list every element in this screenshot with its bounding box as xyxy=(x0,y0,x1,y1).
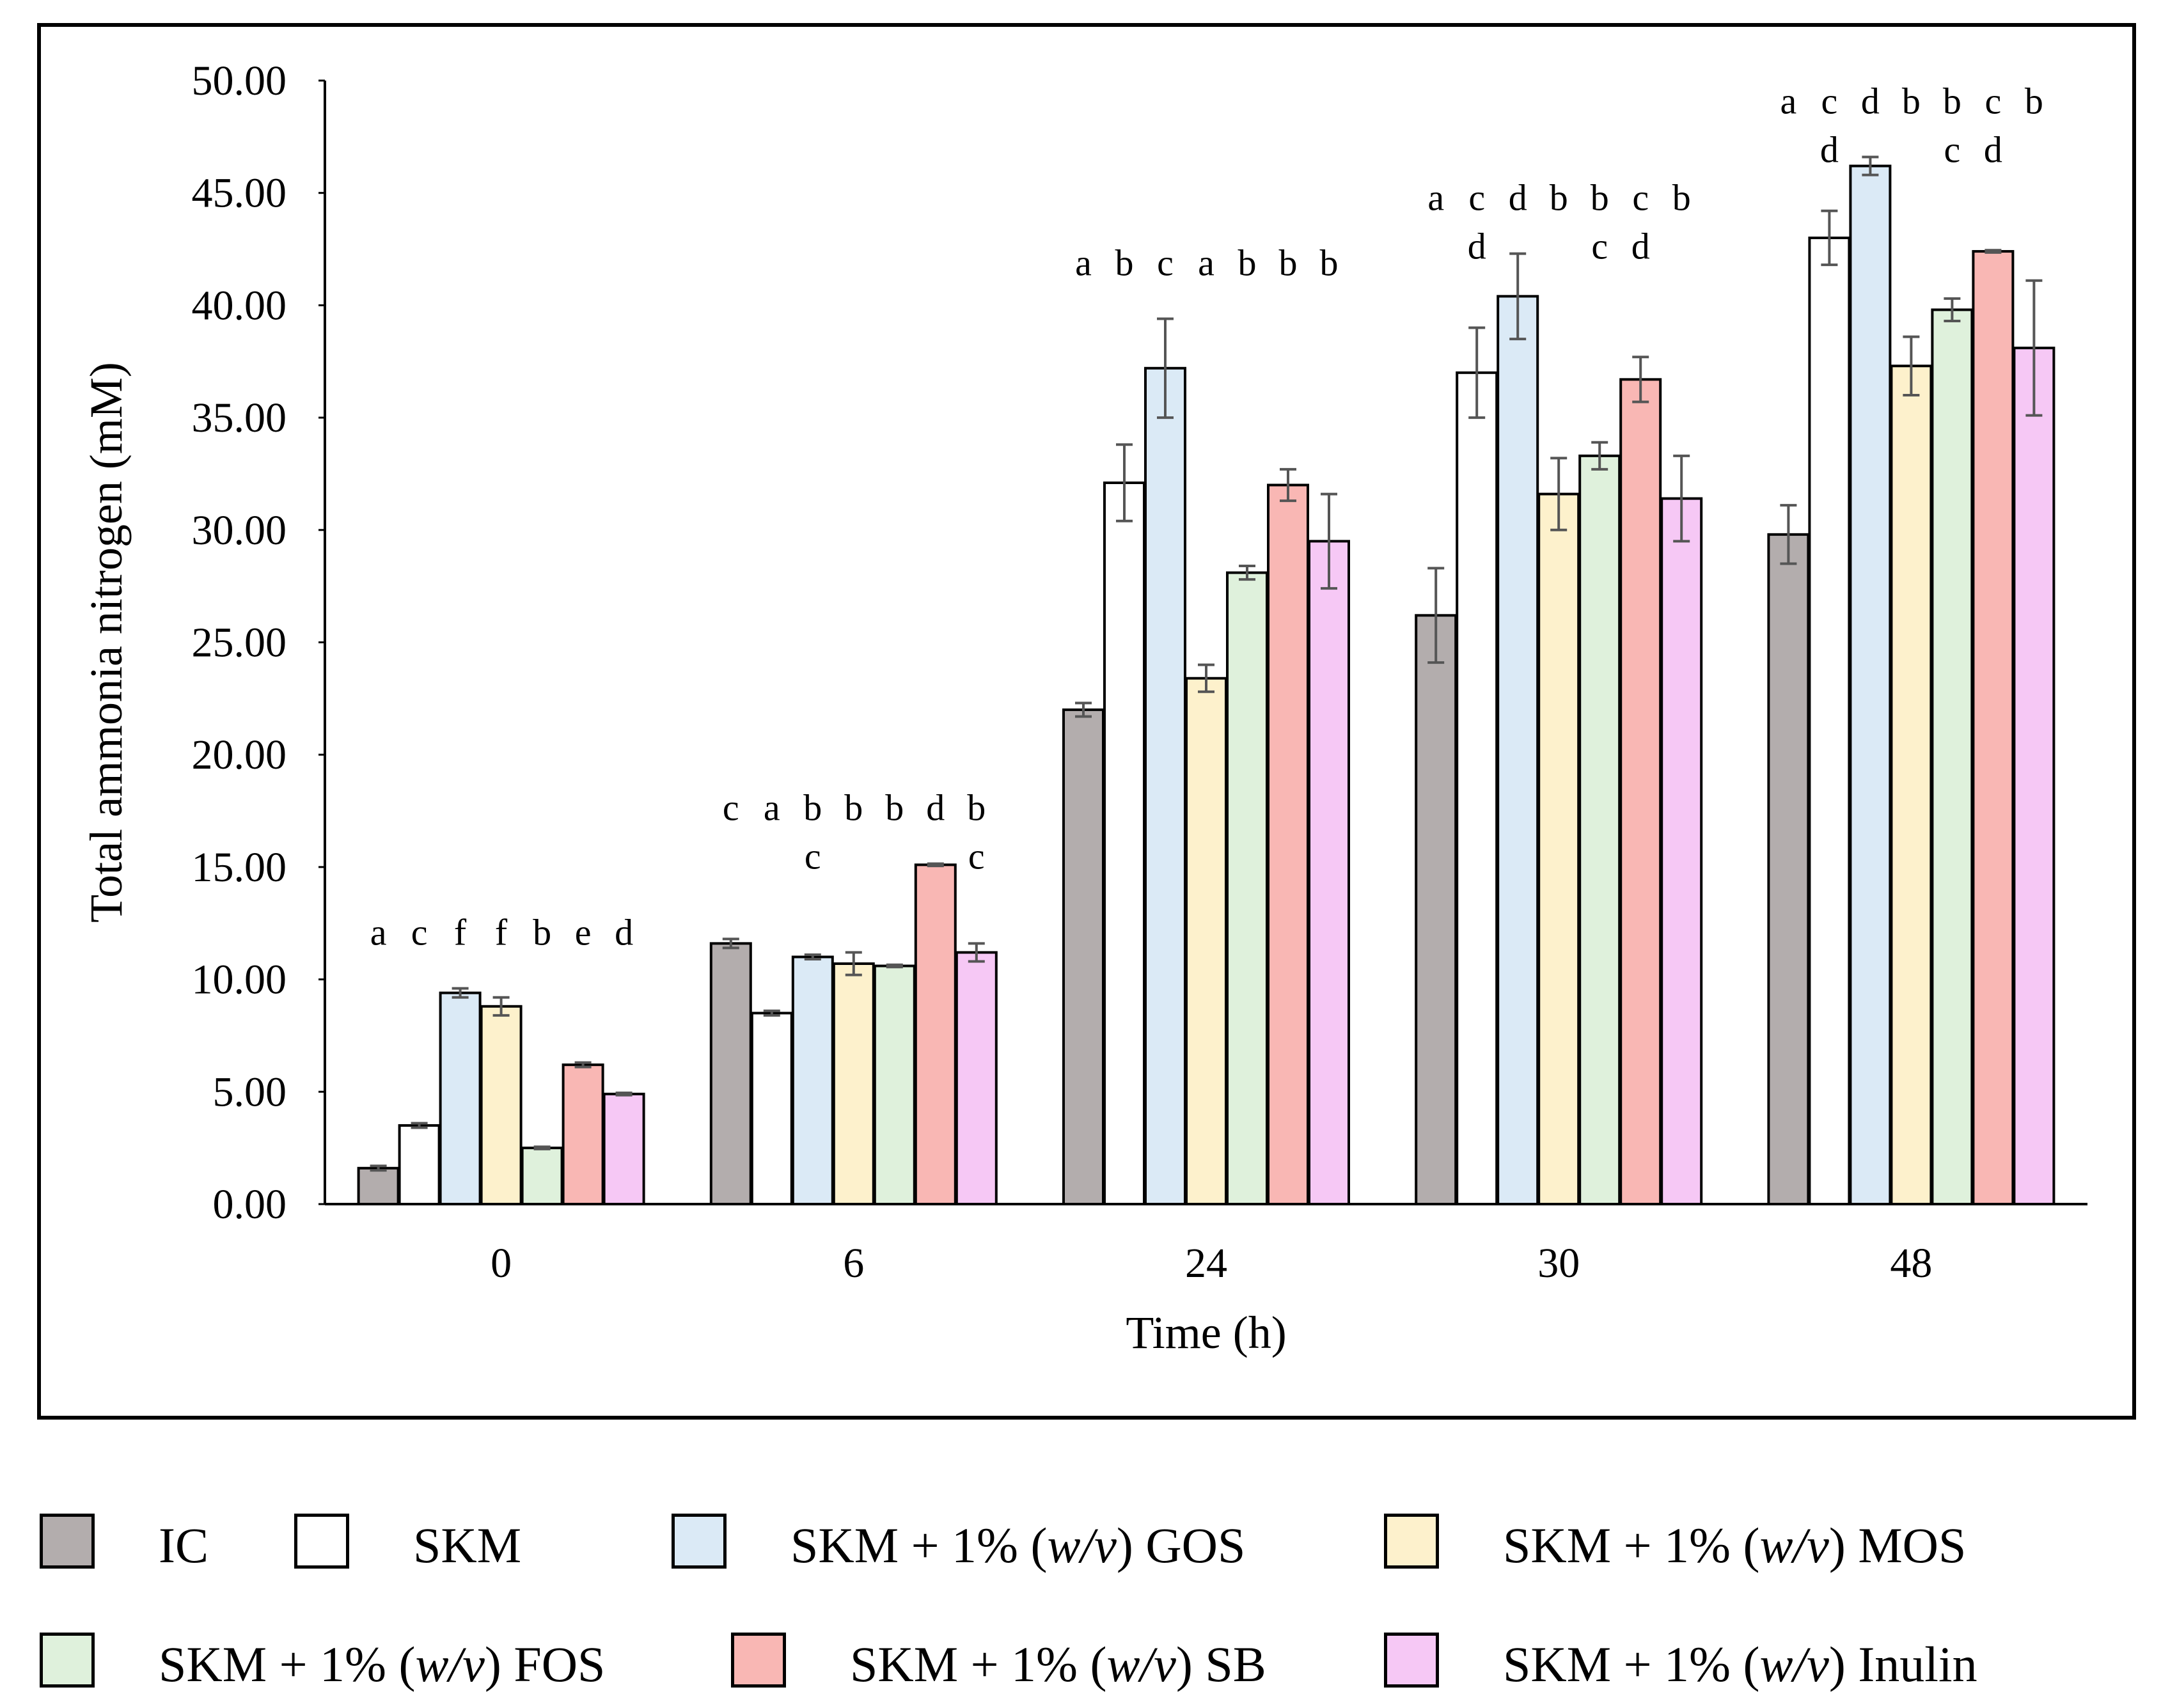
bar xyxy=(1267,483,1309,1205)
significance-letter: d xyxy=(615,912,633,953)
significance-letter: d xyxy=(1820,129,1839,170)
bar xyxy=(562,1063,604,1205)
y-tick-label: 10.00 xyxy=(192,957,287,1003)
significance-letter: d xyxy=(1984,129,2002,170)
significance-letter: d xyxy=(1631,226,1650,267)
significance-letter: d xyxy=(926,787,945,829)
significance-letter: c xyxy=(1821,80,1838,121)
significance-letter: b xyxy=(1902,80,1921,121)
y-tick-label: 45.00 xyxy=(192,170,287,217)
bar xyxy=(1849,164,1892,1206)
significance-letter: b xyxy=(803,787,822,829)
bar xyxy=(1808,236,1851,1206)
significance-letter: b xyxy=(2025,80,2043,121)
y-tick-label: 20.00 xyxy=(192,732,287,778)
significance-letter: a xyxy=(1780,80,1797,121)
x-tick-label: 24 xyxy=(1185,1240,1227,1287)
significance-letter: c xyxy=(1944,129,1961,170)
significance-letter: b xyxy=(1591,177,1609,219)
significance-letter: b xyxy=(1238,242,1257,283)
x-tick-label: 0 xyxy=(491,1240,512,1287)
significance-letter: c xyxy=(1468,177,1485,219)
significance-letter: f xyxy=(454,912,467,953)
chart-frame xyxy=(37,23,2136,1420)
bar xyxy=(1931,308,1974,1206)
bar xyxy=(439,991,482,1205)
bar xyxy=(357,1166,400,1205)
bar xyxy=(1415,614,1458,1205)
significance-letter: c xyxy=(1632,177,1649,219)
bar xyxy=(1226,571,1268,1205)
x-tick-label: 6 xyxy=(843,1240,864,1287)
significance-letter: b xyxy=(885,787,904,829)
significance-letter: b xyxy=(1115,242,1134,283)
bar xyxy=(398,1124,441,1206)
bar xyxy=(1308,540,1350,1205)
x-axis-title: Time (h) xyxy=(1126,1307,1286,1358)
significance-letter: c xyxy=(1985,80,2002,121)
bar xyxy=(1185,677,1227,1205)
significance-letter: a xyxy=(764,787,780,829)
y-tick-label: 35.00 xyxy=(192,395,287,441)
bar xyxy=(1144,366,1186,1205)
significance-letter: f xyxy=(495,912,508,953)
significance-letter: d xyxy=(1509,177,1527,219)
bar xyxy=(480,1005,523,1205)
significance-letter: b xyxy=(533,912,551,953)
x-tick-label: 48 xyxy=(1890,1240,1932,1287)
significance-letter: b xyxy=(1279,242,1298,283)
significance-letter: a xyxy=(1198,242,1214,283)
bar xyxy=(602,1092,645,1205)
bar xyxy=(1456,371,1498,1206)
y-tick-label: 15.00 xyxy=(192,844,287,891)
y-tick-label: 5.00 xyxy=(213,1069,287,1115)
significance-letter: a xyxy=(1075,242,1092,283)
bar xyxy=(750,1012,793,1206)
significance-letter: b xyxy=(844,787,863,829)
significance-letter: c xyxy=(723,787,739,829)
significance-letter: d xyxy=(1861,80,1880,121)
significance-letter: c xyxy=(411,912,428,953)
significance-letter: b xyxy=(967,787,986,829)
y-tick-label: 50.00 xyxy=(192,58,287,104)
significance-letter: b xyxy=(1320,242,1339,283)
significance-letter: e xyxy=(575,912,592,953)
x-tick-label: 30 xyxy=(1537,1240,1580,1287)
bar xyxy=(914,863,957,1205)
bar xyxy=(1578,454,1621,1205)
significance-letter: a xyxy=(1427,177,1444,219)
bar xyxy=(1062,708,1104,1206)
y-tick-label: 25.00 xyxy=(192,620,287,666)
bar xyxy=(521,1147,563,1206)
significance-letter: b xyxy=(1672,177,1691,219)
significance-letter: b xyxy=(1550,177,1568,219)
bar xyxy=(1497,295,1539,1205)
bar xyxy=(709,942,752,1205)
bar xyxy=(873,964,916,1205)
bar xyxy=(1890,364,1933,1206)
bar xyxy=(1660,497,1703,1205)
significance-letter: b xyxy=(1943,80,1961,121)
y-tick-label: 0.00 xyxy=(213,1181,287,1228)
bar xyxy=(1537,492,1580,1205)
bar xyxy=(832,962,875,1205)
y-axis-title: Total ammonia nitrogen (mM) xyxy=(81,362,132,923)
bar xyxy=(1103,482,1145,1205)
bar xyxy=(791,955,834,1205)
significance-letter: d xyxy=(1468,226,1486,267)
bar xyxy=(1972,250,2015,1206)
significance-letter: a xyxy=(370,912,387,953)
bar xyxy=(2013,347,2055,1205)
bar xyxy=(1619,378,1662,1205)
bar xyxy=(1767,533,1810,1205)
y-tick-label: 30.00 xyxy=(192,507,287,554)
significance-letter: c xyxy=(805,836,821,877)
significance-letter: c xyxy=(968,836,985,877)
y-tick-label: 40.00 xyxy=(192,282,287,329)
significance-letter: c xyxy=(1591,226,1608,267)
significance-letter: c xyxy=(1157,242,1174,283)
bar xyxy=(955,951,998,1205)
